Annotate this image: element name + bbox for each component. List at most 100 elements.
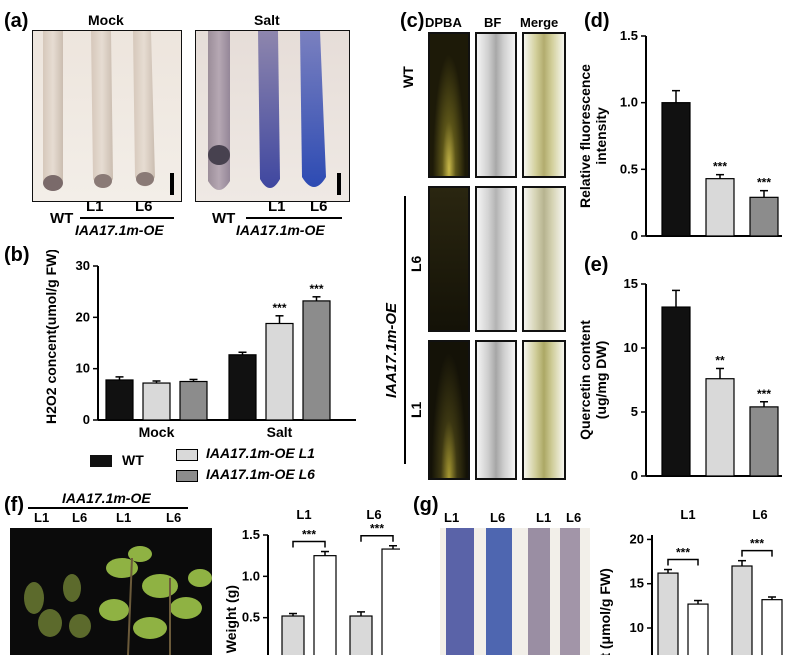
e-y-axis-label-line2: (ug/mg DW) bbox=[593, 341, 609, 420]
f-line-2: L6 bbox=[72, 510, 88, 525]
a-mock-l6: L6 bbox=[135, 198, 153, 215]
e-y-tick-label: 15 bbox=[624, 276, 638, 291]
b-y-axis-label: H2O2 concent(umol/g FW) bbox=[43, 250, 59, 424]
c-group-bracket bbox=[404, 196, 406, 464]
e-y-axis-label-line1: Quercetin content bbox=[577, 320, 593, 440]
e-bar bbox=[749, 406, 779, 477]
panel-f-label: (f) bbox=[4, 494, 24, 516]
l1-dpba-image bbox=[428, 340, 470, 480]
f-line-name: IAA17.1m-OE bbox=[62, 490, 151, 506]
f-significance: *** bbox=[302, 528, 316, 542]
chart-d: 0 0.5 1.0 1.5 *** *** Relative fluorescence int… bbox=[577, 28, 782, 243]
g-sig-bracket bbox=[741, 549, 773, 557]
a-mock-wt: WT bbox=[50, 210, 74, 227]
legend-wt-label: WT bbox=[122, 452, 144, 468]
d-y-axis-label-line1: Relative fluorescence bbox=[577, 64, 593, 208]
g-y-tick-label: 20 bbox=[630, 531, 644, 546]
g-group-label: L6 bbox=[752, 507, 767, 522]
d-y-tick-label: 0 bbox=[631, 228, 638, 243]
col-dpba: DPBA bbox=[425, 15, 462, 30]
col-merge: Merge bbox=[520, 15, 559, 30]
b-bar bbox=[265, 322, 294, 421]
g-bar bbox=[761, 599, 783, 655]
f-bar bbox=[313, 555, 337, 655]
panel-g-label: (g) bbox=[413, 494, 439, 516]
g-y-tick-label: 10 bbox=[630, 620, 644, 635]
d-significance: *** bbox=[713, 160, 727, 174]
d-bar bbox=[749, 196, 779, 237]
b-x-category: Salt bbox=[267, 424, 293, 440]
d-y-tick-label: 0.5 bbox=[620, 161, 638, 176]
e-y-tick-label: 0 bbox=[631, 468, 638, 483]
row-l6: L6 bbox=[408, 255, 424, 272]
g-roots-photo bbox=[440, 528, 590, 655]
col-bf: BF bbox=[484, 15, 502, 30]
b-y-tick-label: 30 bbox=[76, 258, 90, 273]
b-x-category: Mock bbox=[139, 424, 175, 440]
g-bar bbox=[731, 565, 753, 655]
mock-title: Mock bbox=[88, 12, 124, 28]
e-bar bbox=[705, 378, 735, 477]
a-salt-l6: L6 bbox=[310, 198, 328, 215]
wt-bf-image bbox=[475, 32, 517, 178]
l6-bf-image bbox=[475, 186, 517, 332]
c-group-label: IAA17.1m-OE bbox=[383, 302, 400, 398]
g-significance: *** bbox=[676, 546, 690, 560]
chart-b: 0 10 20 30 Mock *** *** Salt H2O2 concent(umol/g… bbox=[43, 250, 356, 440]
b-y-tick-label: 0 bbox=[83, 412, 90, 427]
b-significance: *** bbox=[272, 301, 286, 315]
legend-wt-swatch bbox=[90, 455, 112, 467]
a-mock-l1: L1 bbox=[86, 198, 104, 215]
d-y-axis-label-line2: intensity bbox=[593, 107, 609, 165]
l1-bf-image bbox=[475, 340, 517, 480]
legend-l1-swatch bbox=[176, 449, 198, 461]
b-y-tick-label: 20 bbox=[76, 309, 90, 324]
f-sig-bracket bbox=[360, 534, 394, 542]
f-group-label: L6 bbox=[366, 507, 381, 522]
f-group-label: L1 bbox=[296, 507, 311, 522]
g-line-4: L6 bbox=[566, 510, 582, 525]
e-y-tick-label: 10 bbox=[624, 340, 638, 355]
row-l1: L1 bbox=[408, 401, 424, 418]
f-significance: *** bbox=[370, 522, 384, 536]
l1-merge-image bbox=[522, 340, 566, 480]
f-bar bbox=[349, 615, 373, 655]
g-significance: *** bbox=[750, 537, 764, 551]
f-bracket bbox=[28, 507, 188, 509]
b-bar bbox=[228, 354, 257, 421]
row-wt: WT bbox=[400, 66, 416, 88]
panel-b-label: (b) bbox=[4, 244, 30, 266]
chart-f: 0.51.01.5 ***L1***L6y Weight (g) bbox=[223, 507, 400, 655]
f-bar bbox=[381, 548, 400, 655]
b-significance: *** bbox=[309, 282, 323, 296]
b-y-tick-label: 10 bbox=[76, 361, 90, 376]
l6-dpba-image bbox=[428, 186, 470, 332]
panel-d-label: (d) bbox=[584, 10, 610, 32]
f-y-tick-label: 0.5 bbox=[242, 610, 260, 625]
d-y-tick-label: 1.5 bbox=[620, 28, 638, 43]
a-mock-bracket bbox=[80, 217, 174, 219]
f-line-3: L1 bbox=[116, 510, 132, 525]
legend-l1-label: IAA17.1m-OE L1 bbox=[206, 445, 315, 461]
d-significance: *** bbox=[757, 176, 771, 190]
e-bar bbox=[661, 306, 691, 477]
a-salt-wt: WT bbox=[212, 210, 236, 227]
panel-c-label: (c) bbox=[400, 10, 425, 32]
legend-l6-swatch bbox=[176, 470, 198, 482]
a-salt-line-name: IAA17.1m-OE bbox=[236, 222, 325, 238]
f-line-1: L1 bbox=[34, 510, 50, 525]
e-y-tick-label: 5 bbox=[631, 404, 638, 419]
g-line-3: L1 bbox=[536, 510, 552, 525]
f-y-tick-label: 1.5 bbox=[242, 527, 260, 542]
wt-dpba-image bbox=[428, 32, 470, 178]
wt-merge-image bbox=[522, 32, 566, 178]
g-sig-bracket bbox=[667, 558, 699, 566]
a-salt-l1: L1 bbox=[268, 198, 286, 215]
a-mock-line-name: IAA17.1m-OE bbox=[75, 222, 164, 238]
g-y-axis-label: cent (μmol/g FW) bbox=[597, 568, 613, 655]
plants-photo bbox=[10, 528, 212, 655]
e-significance: ** bbox=[715, 353, 725, 367]
d-bar bbox=[661, 102, 691, 237]
f-line-4: L6 bbox=[166, 510, 182, 525]
